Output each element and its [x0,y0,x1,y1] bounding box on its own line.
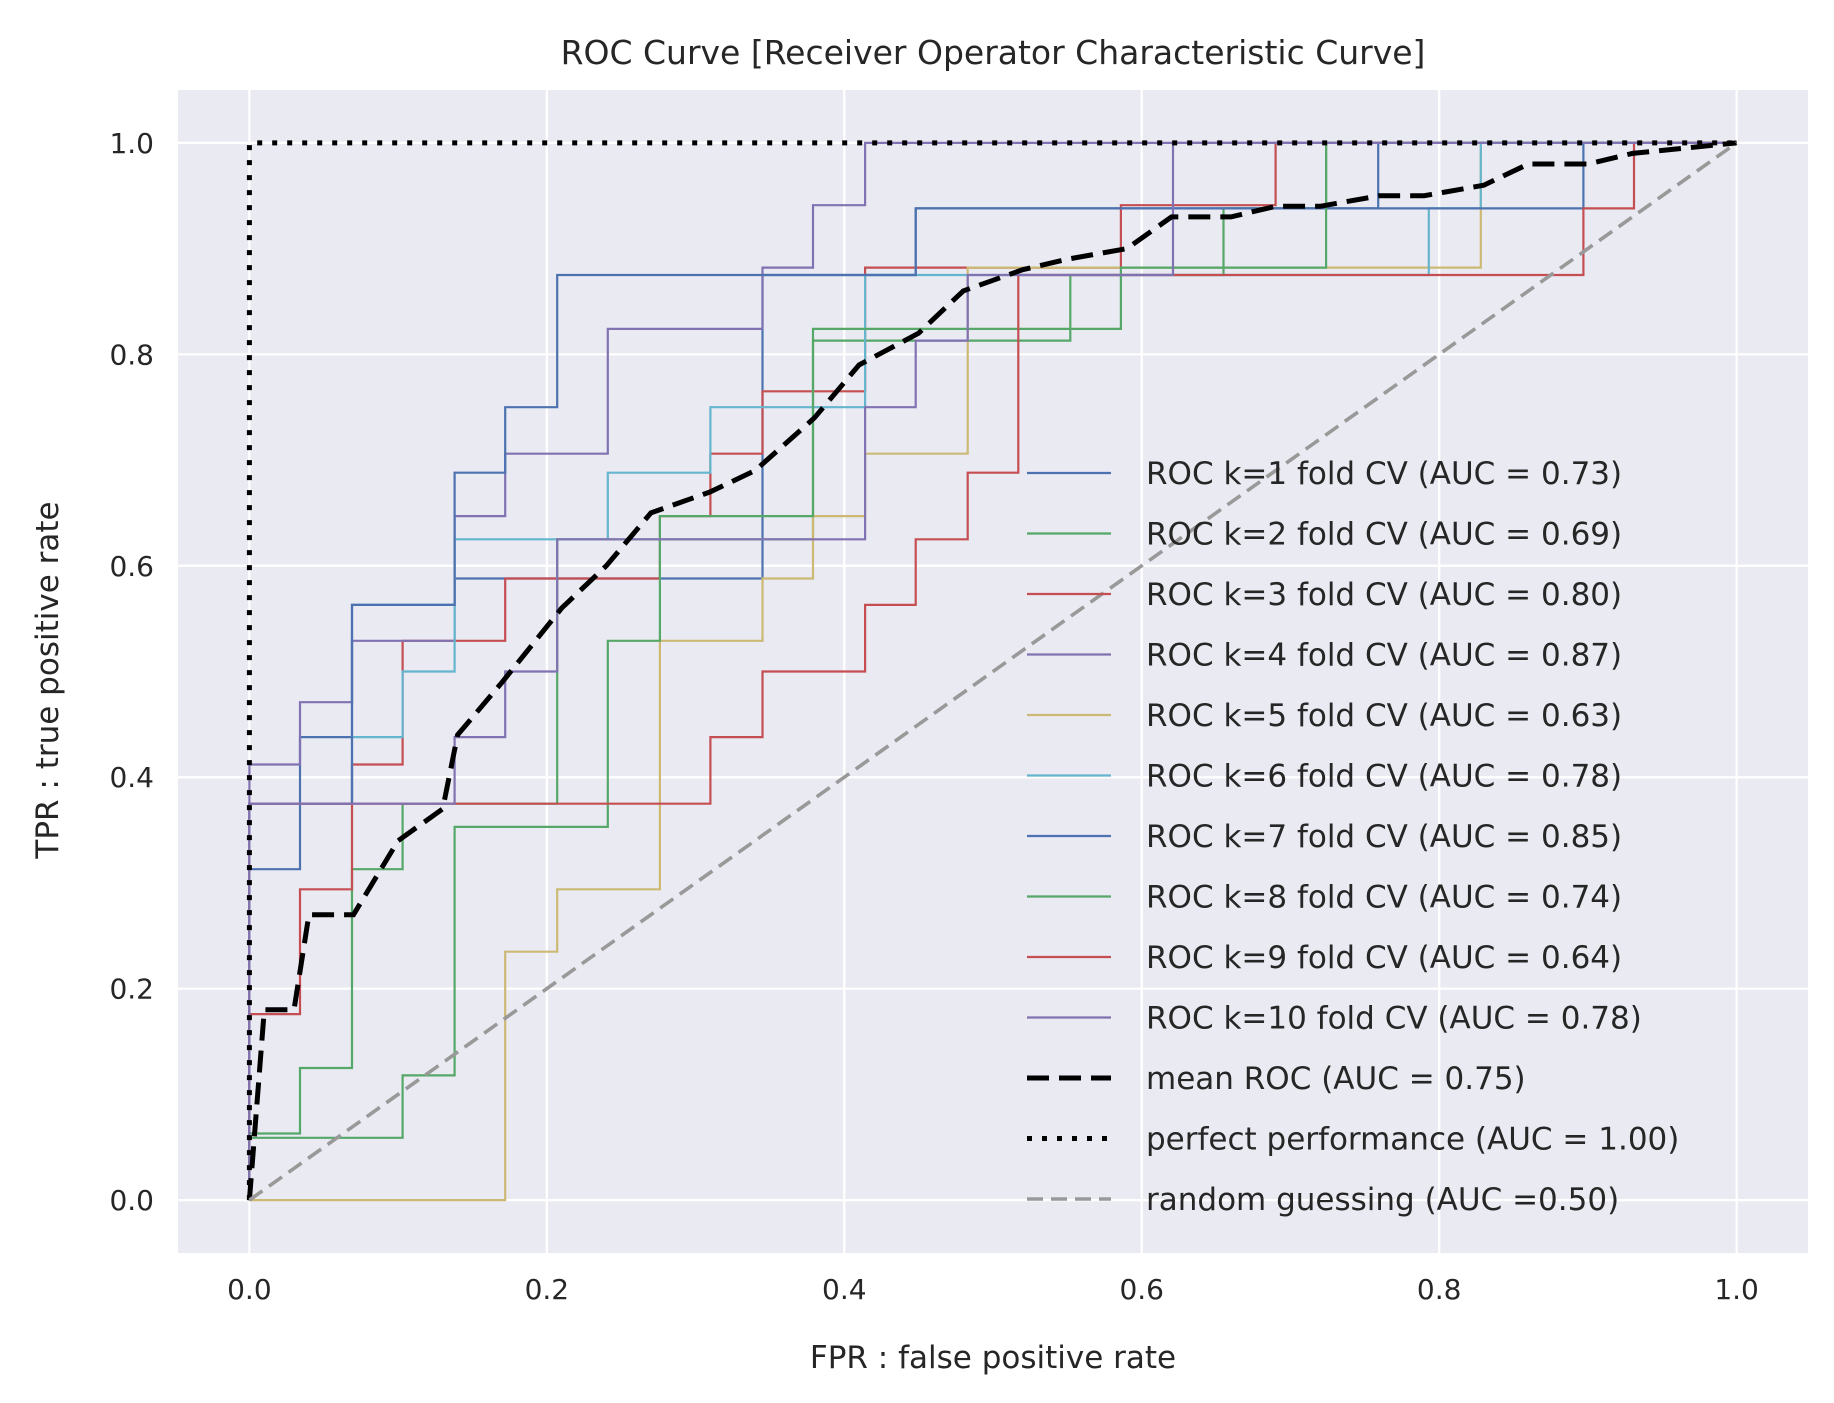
y-tick-label: 1.0 [109,127,154,160]
tick-labels: 0.0 0.2 0.4 0.6 0.8 1.0 0.0 0.2 0.4 0.6 0.8 1.0 [109,127,1758,1306]
x-tick-label: 0.6 [1119,1273,1164,1306]
legend-label: ROC k=8 fold CV (AUC = 0.74) [1146,880,1622,916]
legend: ROC k=1 fold CV (AUC = 0.73) ROC k=2 fold… [1027,456,1679,1218]
chart-title: ROC Curve [Receiver Operator Characteris… [561,33,1426,72]
roc-curves [246,140,1738,1202]
y-tick-label: 0.2 [109,973,154,1006]
series-line-13 [248,141,1738,1202]
x-axis-label: FPR : false positive rate [810,1340,1176,1376]
legend-label: ROC k=6 fold CV (AUC = 0.78) [1146,759,1622,795]
x-tick-label: 0.4 [822,1273,867,1306]
legend-label: ROC k=9 fold CV (AUC = 0.64) [1146,940,1622,976]
legend-label: ROC k=5 fold CV (AUC = 0.63) [1146,698,1622,734]
legend-label: random guessing (AUC =0.50) [1146,1182,1619,1218]
legend-label: ROC k=3 fold CV (AUC = 0.80) [1146,577,1622,613]
x-tick-label: 1.0 [1714,1273,1759,1306]
y-tick-label: 0.8 [109,338,154,371]
y-axis-label: TPR : true positive rate [30,501,66,859]
legend-label: ROC k=1 fold CV (AUC = 0.73) [1146,456,1622,492]
legend-label: mean ROC (AUC = 0.75) [1146,1061,1526,1097]
series-line-7 [248,141,1737,1201]
y-tick-label: 0.4 [109,761,154,794]
series-line-9 [248,141,1737,1201]
y-tick-label: 0.0 [109,1184,154,1217]
legend-label: perfect performance (AUC = 1.00) [1146,1122,1679,1158]
x-tick-label: 0.8 [1417,1273,1462,1306]
y-tick-label: 0.6 [109,550,154,583]
x-tick-label: 0.2 [525,1273,570,1306]
legend-label: ROC k=7 fold CV (AUC = 0.85) [1146,819,1622,855]
x-tick-label: 0.0 [227,1273,272,1306]
series-line-11 [246,140,1737,1201]
series-line-8 [248,141,1737,1201]
legend-label: ROC k=10 fold CV (AUC = 0.78) [1146,1001,1642,1037]
legend-label: ROC k=2 fold CV (AUC = 0.69) [1146,517,1622,553]
series-line-5 [249,141,1737,1202]
legend-label: ROC k=4 fold CV (AUC = 0.87) [1146,638,1622,674]
